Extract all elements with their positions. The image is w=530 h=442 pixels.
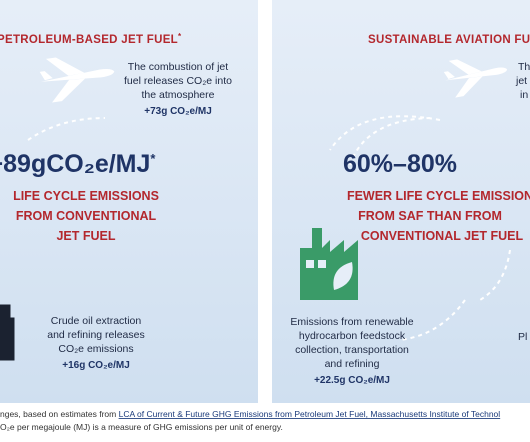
factory-icon	[300, 228, 358, 300]
extraction-text: and refining releases	[47, 329, 144, 341]
combustion-text: in	[520, 89, 528, 101]
source-link[interactable]: LCA of Current & Future GHG Emissions fr…	[119, 409, 501, 419]
extraction-text: CO₂e emissions	[58, 343, 133, 355]
panel-title: PETROLEUM-BASED JET FUEL*	[0, 32, 182, 46]
extraction-value: +16g CO₂e/MJ	[62, 360, 130, 371]
footnote: nges, based on estimates from LCA of Cur…	[0, 409, 500, 419]
feedstock-text: hydrocarbon feedstock	[299, 330, 406, 342]
feedstock-value: +22.5g CO₂e/MJ	[314, 375, 390, 386]
side-label: Pl	[518, 331, 527, 343]
oil-derrick-icon	[0, 304, 15, 361]
headline: +89gCO₂e/MJ*	[0, 150, 156, 178]
subhead: FROM CONVENTIONAL	[16, 209, 157, 223]
right-panel	[272, 0, 530, 403]
combustion-text: The	[518, 61, 530, 73]
subhead: FEWER LIFE CYCLE EMISSION	[347, 189, 530, 203]
subhead: LIFE CYCLE EMISSIONS	[13, 189, 159, 203]
combustion-value: +73g CO₂e/MJ	[144, 106, 212, 117]
subhead: CONVENTIONAL JET FUEL	[361, 229, 524, 243]
panel-title: SUSTAINABLE AVIATION FUE	[368, 34, 530, 46]
subhead: FROM SAF THAN FROM	[358, 209, 502, 223]
dashed-arc	[27, 117, 106, 141]
extraction-text: Crude oil extraction	[51, 315, 142, 327]
combustion-text: fuel releases CO₂e into	[124, 75, 232, 87]
combustion-text: The combustion of jet	[128, 61, 228, 73]
feedstock-text: Emissions from renewable	[290, 316, 413, 328]
feedstock-text: and refining	[325, 358, 380, 370]
footnote: O₂e per megajoule (MJ) is a measure of G…	[0, 422, 283, 432]
headline: 60%–80%	[343, 150, 457, 178]
combustion-text: jet	[515, 75, 527, 87]
subhead: JET FUEL	[56, 229, 115, 243]
feedstock-text: collection, transportation	[295, 344, 409, 356]
combustion-text: the atmosphere	[142, 89, 215, 101]
left-panel	[0, 0, 258, 403]
